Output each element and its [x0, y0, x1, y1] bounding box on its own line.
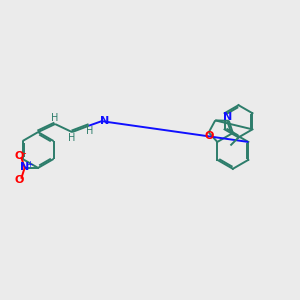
Text: O: O — [14, 151, 23, 161]
Text: N: N — [224, 112, 232, 122]
Text: O: O — [14, 175, 23, 184]
Text: -: - — [23, 148, 26, 158]
Text: H: H — [86, 127, 94, 136]
Text: H: H — [51, 113, 59, 123]
Text: H: H — [68, 133, 76, 143]
Text: +: + — [26, 160, 32, 169]
Text: N: N — [100, 116, 109, 126]
Text: O: O — [204, 131, 213, 141]
Text: N: N — [20, 163, 29, 172]
